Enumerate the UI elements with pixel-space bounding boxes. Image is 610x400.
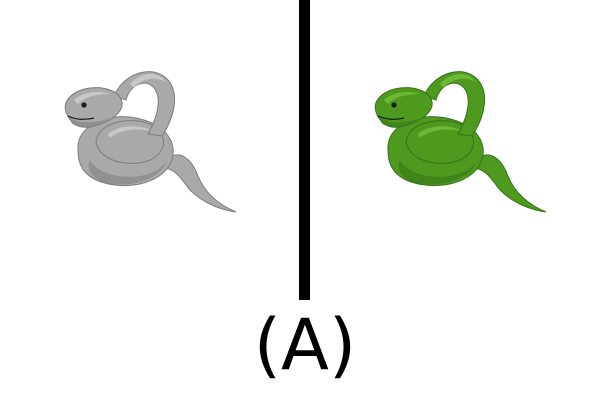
snake-icon bbox=[64, 71, 237, 213]
snake-icon bbox=[374, 71, 547, 213]
figure-label: (A) bbox=[253, 304, 357, 386]
colored-snake-panel bbox=[360, 50, 560, 240]
panel-divider bbox=[299, 0, 310, 300]
grayscale-snake-panel bbox=[50, 50, 250, 240]
